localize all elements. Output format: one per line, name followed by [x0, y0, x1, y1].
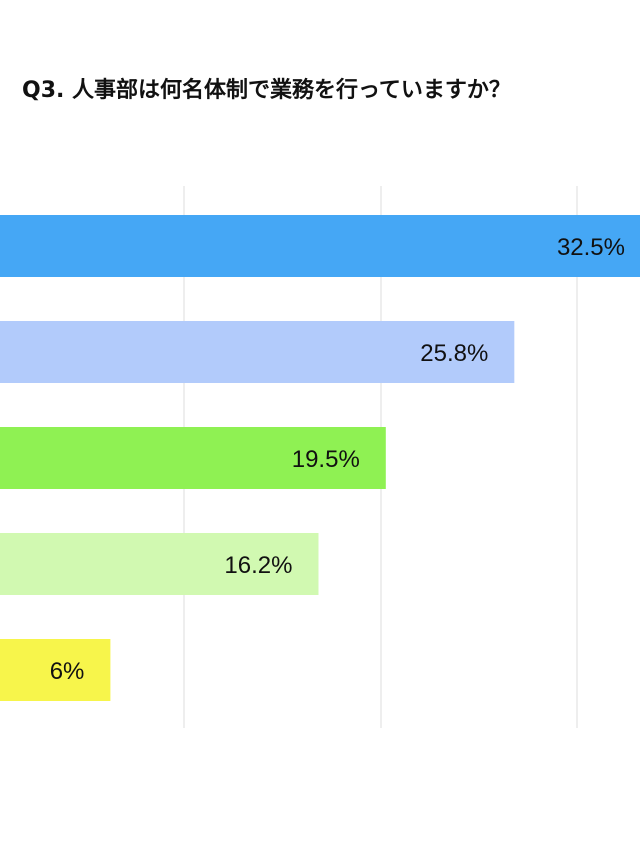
chart-title: Q3. 人事部は何名体制で業務を行っていますか？	[22, 78, 511, 103]
bar-4	[0, 533, 319, 595]
bar-5	[0, 639, 111, 701]
bar-2	[0, 321, 515, 383]
bar-value-label-5: 6%	[50, 658, 85, 685]
bar-1	[0, 215, 640, 277]
bar-value-label-3: 19.5%	[292, 446, 360, 473]
bar-3	[0, 427, 386, 489]
bars	[0, 215, 640, 701]
bar-value-label-4: 16.2%	[224, 552, 292, 579]
data-labels: 32.5% 25.8% 19.5% 16.2% 6%	[50, 234, 625, 685]
bar-value-label-2: 25.8%	[420, 340, 488, 367]
bar-value-label-1: 32.5%	[557, 234, 625, 261]
